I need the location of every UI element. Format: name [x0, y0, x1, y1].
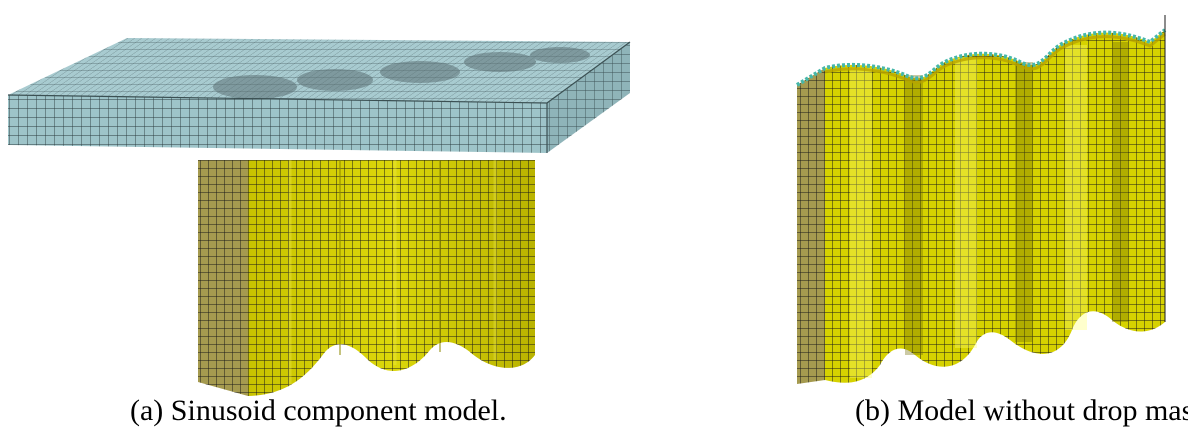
panel-a-model [7, 38, 631, 396]
panel-b-model [795, 15, 1167, 384]
caption-panel-a: (a) Sinusoid component model. [130, 394, 507, 427]
panel-a-column [198, 160, 535, 396]
caption-panel-b: (b) Model without drop mass. [855, 394, 1188, 427]
panel-b-top-edge [795, 28, 1167, 87]
panel-a-drop-mass-plate [7, 38, 631, 153]
